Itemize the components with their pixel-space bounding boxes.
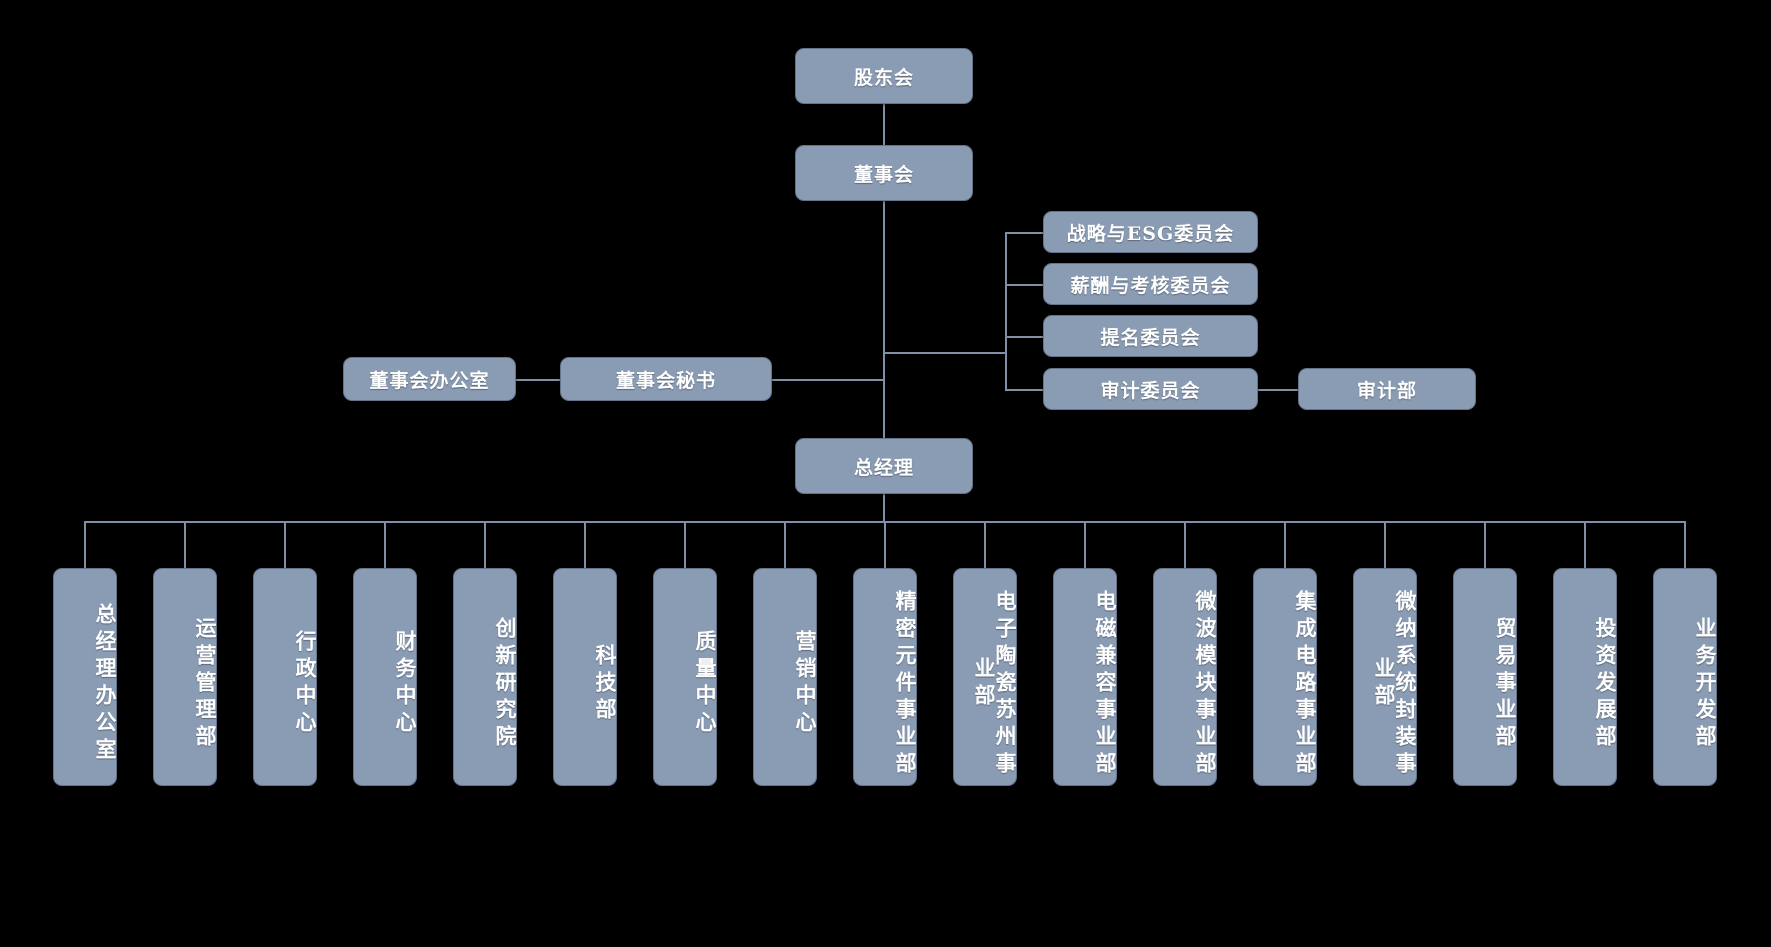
connector-committee-stub-1 xyxy=(1005,232,1045,234)
connector-department-drop xyxy=(584,521,586,568)
node-board-office[interactable]: 董事会办公室 xyxy=(343,357,516,401)
connector-department-drop xyxy=(684,521,686,568)
node-label: 行政中心 xyxy=(293,630,318,738)
node-label: 营销中心 xyxy=(793,630,818,738)
connector-department-drop xyxy=(1584,521,1586,568)
node-general-manager[interactable]: 总经理 xyxy=(795,438,973,494)
connector-department-drop xyxy=(84,521,86,568)
node-label: 董事会 xyxy=(853,163,914,186)
connector-department-drop xyxy=(1484,521,1486,568)
connector-department-drop xyxy=(1384,521,1386,568)
node-department[interactable]: 质量中心 xyxy=(653,568,718,786)
node-department[interactable]: 总经理办公室 xyxy=(53,568,118,786)
connector-department-drop xyxy=(484,521,486,568)
node-audit-department[interactable]: 审计部 xyxy=(1298,368,1476,410)
connector-committee-stub-2 xyxy=(1005,284,1045,286)
node-label: 质量中心 xyxy=(693,630,718,738)
node-label: 战略与ESG委员会 xyxy=(1066,222,1235,245)
connector-department-drop xyxy=(1184,521,1186,568)
connector-committee-stub-4 xyxy=(1005,389,1045,391)
node-shareholders-meeting[interactable]: 股东会 xyxy=(795,48,973,104)
node-label: 科技部 xyxy=(593,643,618,725)
node-department[interactable]: 微波模块事业部 xyxy=(1153,568,1218,786)
connector-trunk-board-secretary xyxy=(772,379,884,381)
node-label: 财务中心 xyxy=(393,630,418,738)
node-department[interactable]: 电子陶瓷苏州事业部 xyxy=(953,568,1018,786)
node-label: 微纳系统封装事业部 xyxy=(1372,589,1418,779)
connector-board-trunk xyxy=(883,201,885,438)
node-committee-remuneration-appraisal[interactable]: 薪酬与考核委员会 xyxy=(1043,263,1258,305)
node-department[interactable]: 行政中心 xyxy=(253,568,318,786)
node-label: 贸易事业部 xyxy=(1493,616,1518,752)
node-committee-strategy-esg[interactable]: 战略与ESG委员会 xyxy=(1043,211,1258,253)
node-department[interactable]: 业务开发部 xyxy=(1653,568,1718,786)
connector-committee-spine xyxy=(1005,232,1007,390)
node-department[interactable]: 科技部 xyxy=(553,568,618,786)
node-department[interactable]: 财务中心 xyxy=(353,568,418,786)
node-department[interactable]: 投资发展部 xyxy=(1553,568,1618,786)
node-board-of-directors[interactable]: 董事会 xyxy=(795,145,973,201)
node-label: 电子陶瓷苏州事业部 xyxy=(972,589,1018,779)
node-department[interactable]: 贸易事业部 xyxy=(1453,568,1518,786)
node-label: 运营管理部 xyxy=(193,616,218,752)
connector-audit-committee-audit-dept xyxy=(1258,389,1298,391)
node-label: 审计部 xyxy=(1356,379,1417,402)
connector-board-committee-branch xyxy=(883,352,1007,354)
node-label: 电磁兼容事业部 xyxy=(1093,589,1118,779)
node-label: 审计委员会 xyxy=(1100,379,1201,402)
connector-secretary-board-office xyxy=(516,379,560,381)
node-department[interactable]: 创新研究院 xyxy=(453,568,518,786)
connector-committee-stub-3 xyxy=(1005,336,1045,338)
node-label: 董事会秘书 xyxy=(615,369,716,392)
connector-department-drop xyxy=(784,521,786,568)
connector-department-drop xyxy=(284,521,286,568)
connector-department-drop xyxy=(884,521,886,568)
node-department[interactable]: 电磁兼容事业部 xyxy=(1053,568,1118,786)
connector-department-drop xyxy=(1684,521,1686,568)
connector-department-drop xyxy=(1084,521,1086,568)
node-label: 股东会 xyxy=(853,66,914,89)
node-label: 董事会办公室 xyxy=(369,369,490,392)
connector-gm-to-bus xyxy=(883,494,885,522)
node-label: 集成电路事业部 xyxy=(1293,589,1318,779)
node-department[interactable]: 微纳系统封装事业部 xyxy=(1353,568,1418,786)
node-department[interactable]: 营销中心 xyxy=(753,568,818,786)
node-department[interactable]: 精密元件事业部 xyxy=(853,568,918,786)
connector-department-drop xyxy=(184,521,186,568)
node-label: 业务开发部 xyxy=(1693,616,1718,752)
node-committee-audit[interactable]: 审计委员会 xyxy=(1043,368,1258,410)
node-label: 创新研究院 xyxy=(493,616,518,752)
node-label: 总经理 xyxy=(853,456,914,479)
connector-shareholders-board xyxy=(883,103,885,145)
node-committee-nomination[interactable]: 提名委员会 xyxy=(1043,315,1258,357)
connector-department-drop xyxy=(984,521,986,568)
node-label: 提名委员会 xyxy=(1100,326,1201,349)
node-board-secretary[interactable]: 董事会秘书 xyxy=(560,357,772,401)
node-label: 精密元件事业部 xyxy=(893,589,918,779)
node-label: 投资发展部 xyxy=(1593,616,1618,752)
node-label: 薪酬与考核委员会 xyxy=(1070,274,1231,297)
node-label: 总经理办公室 xyxy=(93,603,118,765)
connector-department-drop xyxy=(1284,521,1286,568)
connector-department-drop xyxy=(384,521,386,568)
node-department[interactable]: 运营管理部 xyxy=(153,568,218,786)
node-department[interactable]: 集成电路事业部 xyxy=(1253,568,1318,786)
node-label: 微波模块事业部 xyxy=(1193,589,1218,779)
